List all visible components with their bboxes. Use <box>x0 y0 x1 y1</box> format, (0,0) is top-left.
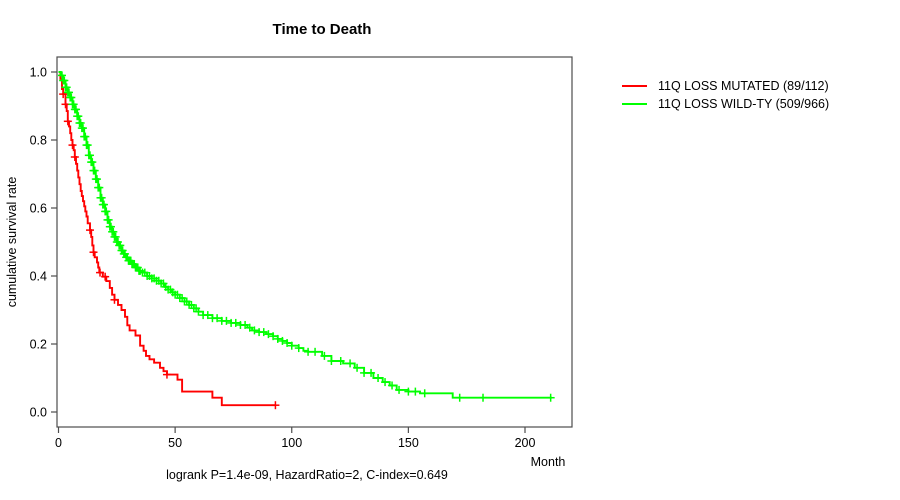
x-axis-tick-label: 50 <box>168 436 182 450</box>
y-axis-tick-label: 0.6 <box>30 201 47 215</box>
survival-curve-wildtype <box>58 71 552 399</box>
plot-box <box>56 56 573 428</box>
survival-curve-mutated <box>58 71 276 407</box>
legend-item: 11Q LOSS MUTATED (89/112) <box>622 79 829 93</box>
y-axis-tick-label: 0.2 <box>30 337 47 351</box>
x-axis-tick-label: 200 <box>515 436 536 450</box>
statistics-annotation: logrank P=1.4e-09, HazardRatio=2, C-inde… <box>166 468 448 482</box>
legend-line-swatch <box>622 102 647 106</box>
x-axis-tick-label: 100 <box>281 436 302 450</box>
legend: 11Q LOSS MUTATED (89/112) 11Q LOSS WILD-T… <box>622 79 829 111</box>
y-axis-tick-label: 1.0 <box>30 65 47 79</box>
y-axis-tick-label: 0.0 <box>30 405 47 419</box>
legend-line-swatch <box>622 84 647 88</box>
y-axis-tick-label: 0.4 <box>30 269 47 283</box>
legend-label: 11Q LOSS MUTATED (89/112) <box>658 79 829 93</box>
x-axis-tick-label: 150 <box>398 436 419 450</box>
x-axis-label: Month <box>530 455 566 469</box>
x-axis-tick-label: 0 <box>55 436 62 450</box>
y-axis-label: cumulative survival rate <box>5 176 19 308</box>
legend-label: 11Q LOSS WILD-TY (509/966) <box>658 97 830 111</box>
y-axis-tick-label: 0.8 <box>30 133 47 147</box>
legend-item: 11Q LOSS WILD-TY (509/966) <box>622 97 829 111</box>
chart-title: Time to Death <box>272 21 372 38</box>
